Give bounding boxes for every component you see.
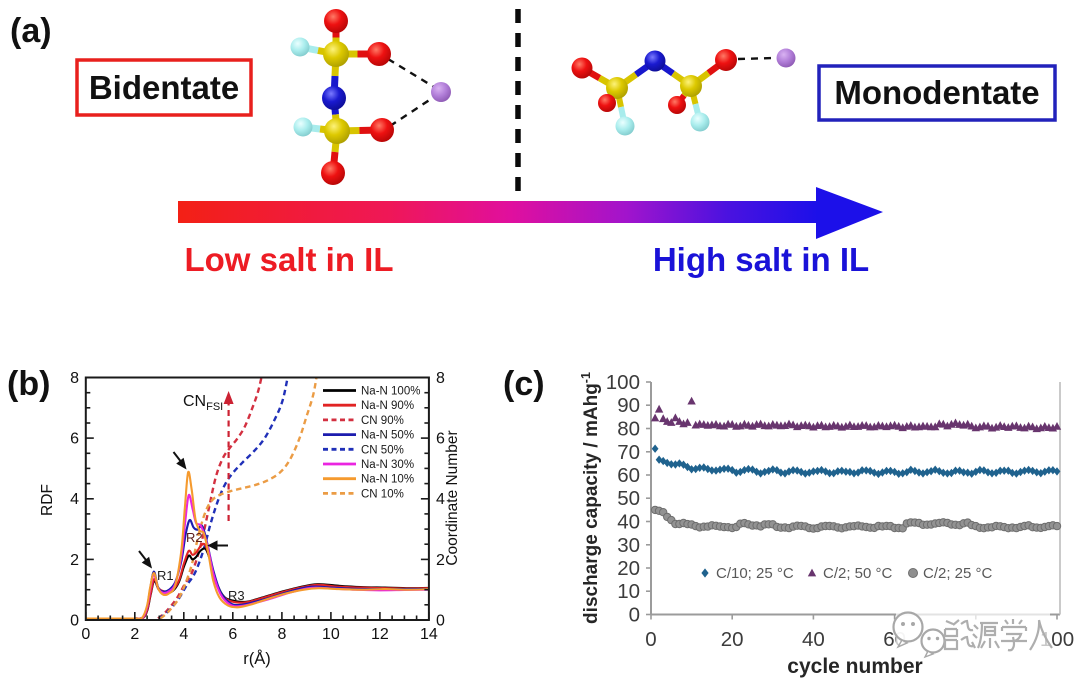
svg-text:Bidentate: Bidentate <box>89 69 239 106</box>
svg-text:discharge capacity / mAhg-1: discharge capacity / mAhg-1 <box>579 372 602 624</box>
svg-text:20: 20 <box>721 628 744 651</box>
svg-text:(c): (c) <box>503 365 545 403</box>
svg-text:6: 6 <box>436 431 445 448</box>
svg-text:0: 0 <box>645 628 656 651</box>
svg-text:90: 90 <box>617 394 640 417</box>
svg-text:Coordinate Number: Coordinate Number <box>444 430 461 565</box>
svg-text:8: 8 <box>70 370 79 387</box>
svg-text:10: 10 <box>617 580 640 603</box>
svg-text:12: 12 <box>371 626 389 643</box>
svg-text:Na-N 100%: Na-N 100% <box>361 386 420 398</box>
svg-text:CNFSI: CNFSI <box>183 393 223 413</box>
svg-text:0: 0 <box>436 613 445 630</box>
svg-text:8: 8 <box>277 626 286 643</box>
svg-text:0: 0 <box>81 626 90 643</box>
svg-text:(a): (a) <box>10 12 52 50</box>
svg-text:6: 6 <box>228 626 237 643</box>
svg-text:80: 80 <box>617 418 640 441</box>
svg-text:0: 0 <box>629 604 640 627</box>
svg-text:6: 6 <box>70 431 79 448</box>
svg-text:8: 8 <box>436 370 445 387</box>
svg-text:R2: R2 <box>186 530 203 545</box>
svg-text:r(Å): r(Å) <box>243 649 271 668</box>
svg-text:CN 10%: CN 10% <box>361 488 404 500</box>
svg-text:2: 2 <box>70 552 79 569</box>
svg-text:70: 70 <box>617 441 640 464</box>
svg-text:2: 2 <box>436 552 445 569</box>
svg-text:R3: R3 <box>228 588 245 603</box>
svg-text:100: 100 <box>606 371 640 394</box>
svg-text:4: 4 <box>436 491 445 508</box>
svg-text:2: 2 <box>130 626 139 643</box>
svg-text:CN 50%: CN 50% <box>361 444 404 456</box>
svg-text:C/2; 25 °C: C/2; 25 °C <box>923 565 993 582</box>
svg-text:High salt in IL: High salt in IL <box>653 241 869 278</box>
svg-text:Na-N 30%: Na-N 30% <box>361 459 414 471</box>
svg-text:RDF: RDF <box>39 484 56 516</box>
svg-text:4: 4 <box>70 491 79 508</box>
svg-text:4: 4 <box>179 626 188 643</box>
svg-text:R1: R1 <box>157 568 174 583</box>
svg-text:10: 10 <box>322 626 340 643</box>
svg-text:50: 50 <box>617 487 640 510</box>
svg-text:CN 90%: CN 90% <box>361 415 404 427</box>
svg-text:30: 30 <box>617 534 640 557</box>
svg-text:C/10; 25 °C: C/10; 25 °C <box>716 565 794 582</box>
svg-text:40: 40 <box>802 628 825 651</box>
svg-text:(b): (b) <box>7 365 50 403</box>
svg-text:60: 60 <box>617 464 640 487</box>
svg-text:Low salt in IL: Low salt in IL <box>184 241 393 278</box>
svg-text:40: 40 <box>617 511 640 534</box>
svg-text:20: 20 <box>617 557 640 580</box>
svg-text:Na-N 10%: Na-N 10% <box>361 474 414 486</box>
svg-text:C/2; 50 °C: C/2; 50 °C <box>823 565 893 582</box>
svg-text:Monodentate: Monodentate <box>834 74 1039 111</box>
svg-text:Na-N 90%: Na-N 90% <box>361 400 414 412</box>
svg-text:Na-N 50%: Na-N 50% <box>361 430 414 442</box>
svg-text:14: 14 <box>420 626 438 643</box>
svg-text:cycle number: cycle number <box>787 655 922 678</box>
svg-text:0: 0 <box>70 613 79 630</box>
